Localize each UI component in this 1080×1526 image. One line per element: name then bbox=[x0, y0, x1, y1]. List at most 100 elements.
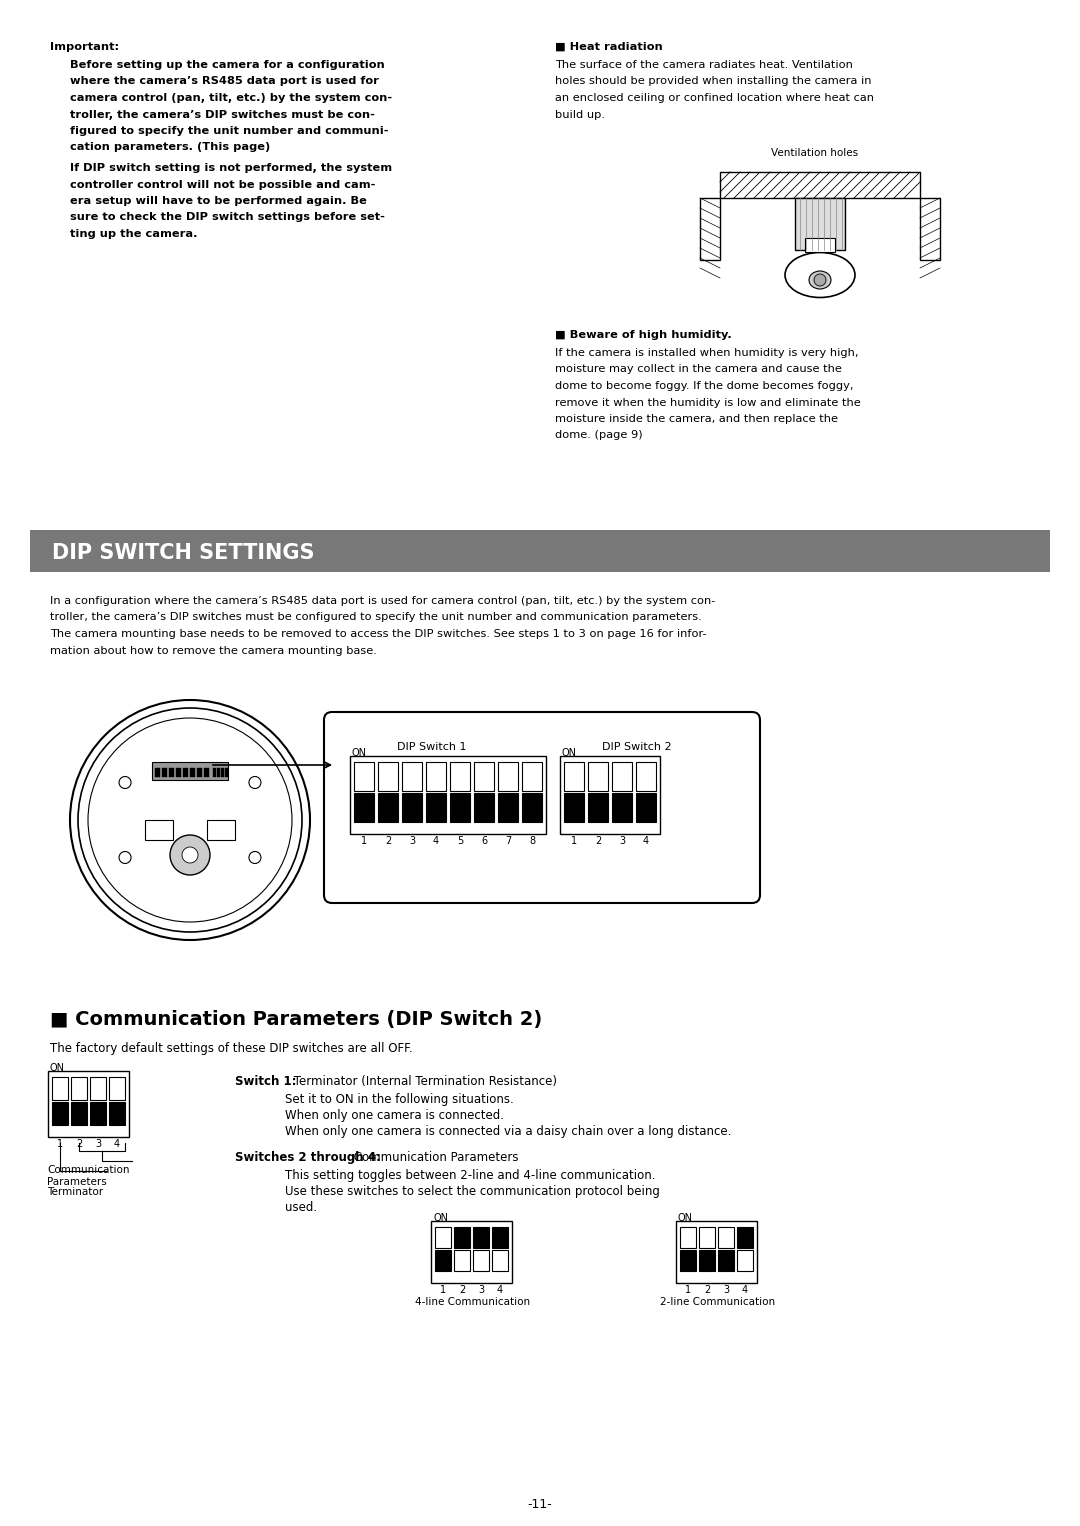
Text: 4: 4 bbox=[433, 836, 440, 845]
Text: 3: 3 bbox=[95, 1138, 102, 1149]
Text: Switches 2 through 4:: Switches 2 through 4: bbox=[235, 1151, 381, 1164]
Bar bbox=[492, 1250, 508, 1271]
Text: 7: 7 bbox=[504, 836, 511, 845]
Text: Communication Parameters: Communication Parameters bbox=[350, 1151, 518, 1164]
Text: 2-line Communication: 2-line Communication bbox=[661, 1297, 775, 1306]
Text: The factory default settings of these DIP switches are all OFF.: The factory default settings of these DI… bbox=[50, 1042, 413, 1054]
Text: 4: 4 bbox=[113, 1138, 120, 1149]
Bar bbox=[636, 761, 656, 790]
Text: If the camera is installed when humidity is very high,: If the camera is installed when humidity… bbox=[555, 348, 859, 359]
Bar bbox=[52, 1077, 68, 1100]
Text: sure to check the DIP switch settings before set-: sure to check the DIP switch settings be… bbox=[70, 212, 384, 223]
Text: troller, the camera’s DIP switches must be con-: troller, the camera’s DIP switches must … bbox=[70, 110, 375, 119]
Bar bbox=[207, 819, 235, 839]
Text: Switch 1:: Switch 1: bbox=[235, 1074, 297, 1088]
Bar bbox=[474, 794, 494, 823]
Bar bbox=[350, 755, 546, 835]
Bar bbox=[474, 761, 494, 790]
Bar bbox=[454, 1250, 470, 1271]
Bar bbox=[145, 819, 173, 839]
Bar bbox=[699, 1227, 715, 1248]
Bar bbox=[197, 768, 202, 777]
Text: dome to become foggy. If the dome becomes foggy,: dome to become foggy. If the dome become… bbox=[555, 382, 853, 391]
Bar bbox=[498, 794, 518, 823]
Bar bbox=[588, 761, 608, 790]
Bar bbox=[612, 794, 632, 823]
Bar bbox=[183, 768, 188, 777]
Bar bbox=[737, 1250, 753, 1271]
Text: Use these switches to select the communication protocol being: Use these switches to select the communi… bbox=[285, 1186, 660, 1198]
Text: 3: 3 bbox=[478, 1285, 484, 1296]
Text: cation parameters. (This page): cation parameters. (This page) bbox=[70, 142, 270, 153]
Text: build up.: build up. bbox=[555, 110, 605, 119]
Text: 2: 2 bbox=[704, 1285, 711, 1296]
Bar bbox=[426, 761, 446, 790]
Bar bbox=[162, 768, 167, 777]
Circle shape bbox=[814, 275, 826, 285]
Bar bbox=[699, 1250, 715, 1271]
Bar bbox=[676, 1221, 757, 1283]
Text: used.: used. bbox=[285, 1201, 318, 1215]
Text: 4: 4 bbox=[643, 836, 649, 845]
Text: Ventilation holes: Ventilation holes bbox=[771, 148, 859, 159]
Text: remove it when the humidity is low and eliminate the: remove it when the humidity is low and e… bbox=[555, 397, 861, 407]
Text: troller, the camera’s DIP switches must be configured to specify the unit number: troller, the camera’s DIP switches must … bbox=[50, 612, 702, 623]
Circle shape bbox=[170, 835, 210, 874]
Bar bbox=[492, 1227, 508, 1248]
Bar bbox=[52, 1102, 68, 1125]
Text: If DIP switch setting is not performed, the system: If DIP switch setting is not performed, … bbox=[70, 163, 392, 172]
Bar bbox=[152, 761, 228, 780]
Text: moisture may collect in the camera and cause the: moisture may collect in the camera and c… bbox=[555, 365, 842, 374]
Bar bbox=[700, 198, 720, 259]
Bar bbox=[48, 1071, 129, 1137]
Bar bbox=[225, 768, 228, 777]
Text: 1: 1 bbox=[361, 836, 367, 845]
Text: 5: 5 bbox=[457, 836, 463, 845]
Bar bbox=[718, 1227, 734, 1248]
Text: where the camera’s RS485 data port is used for: where the camera’s RS485 data port is us… bbox=[70, 76, 379, 87]
Text: Communication
Parameters: Communication Parameters bbox=[48, 1164, 130, 1187]
Text: moisture inside the camera, and then replace the: moisture inside the camera, and then rep… bbox=[555, 414, 838, 424]
Bar bbox=[213, 768, 216, 777]
Circle shape bbox=[183, 847, 198, 864]
Bar bbox=[378, 761, 399, 790]
Text: camera control (pan, tilt, etc.) by the system con-: camera control (pan, tilt, etc.) by the … bbox=[70, 93, 392, 102]
Circle shape bbox=[119, 777, 131, 789]
Text: Terminator: Terminator bbox=[48, 1187, 103, 1196]
Text: 3: 3 bbox=[619, 836, 625, 845]
Bar bbox=[522, 761, 542, 790]
Text: This setting toggles between 2-line and 4-line communication.: This setting toggles between 2-line and … bbox=[285, 1169, 656, 1183]
Text: 1: 1 bbox=[685, 1285, 691, 1296]
Text: 2: 2 bbox=[595, 836, 602, 845]
Text: 1: 1 bbox=[440, 1285, 446, 1296]
Bar bbox=[737, 1227, 753, 1248]
Text: ON: ON bbox=[678, 1213, 693, 1222]
Bar bbox=[109, 1077, 125, 1100]
Bar bbox=[190, 768, 195, 777]
Bar bbox=[720, 172, 920, 198]
Text: Before setting up the camera for a configuration: Before setting up the camera for a confi… bbox=[70, 60, 384, 70]
Bar bbox=[473, 1250, 489, 1271]
Text: Set it to ON in the following situations.: Set it to ON in the following situations… bbox=[285, 1093, 514, 1106]
Bar bbox=[204, 768, 210, 777]
Text: DIP SWITCH SETTINGS: DIP SWITCH SETTINGS bbox=[52, 543, 314, 563]
Text: ON: ON bbox=[352, 748, 367, 758]
Text: holes should be provided when installing the camera in: holes should be provided when installing… bbox=[555, 76, 872, 87]
Text: 3: 3 bbox=[409, 836, 415, 845]
Bar bbox=[473, 1227, 489, 1248]
Text: controller control will not be possible and cam-: controller control will not be possible … bbox=[70, 180, 376, 189]
Text: 3: 3 bbox=[723, 1285, 729, 1296]
Text: ting up the camera.: ting up the camera. bbox=[70, 229, 198, 240]
FancyBboxPatch shape bbox=[324, 713, 760, 903]
Text: ON: ON bbox=[433, 1213, 448, 1222]
Text: The surface of the camera radiates heat. Ventilation: The surface of the camera radiates heat.… bbox=[555, 60, 853, 70]
Ellipse shape bbox=[785, 252, 855, 298]
Bar bbox=[450, 794, 470, 823]
Bar bbox=[168, 768, 174, 777]
Bar bbox=[454, 1227, 470, 1248]
Bar bbox=[378, 794, 399, 823]
Bar bbox=[435, 1227, 451, 1248]
Text: mation about how to remove the camera mounting base.: mation about how to remove the camera mo… bbox=[50, 645, 377, 656]
Text: DIP Switch 1: DIP Switch 1 bbox=[397, 742, 467, 752]
Text: 6: 6 bbox=[481, 836, 487, 845]
